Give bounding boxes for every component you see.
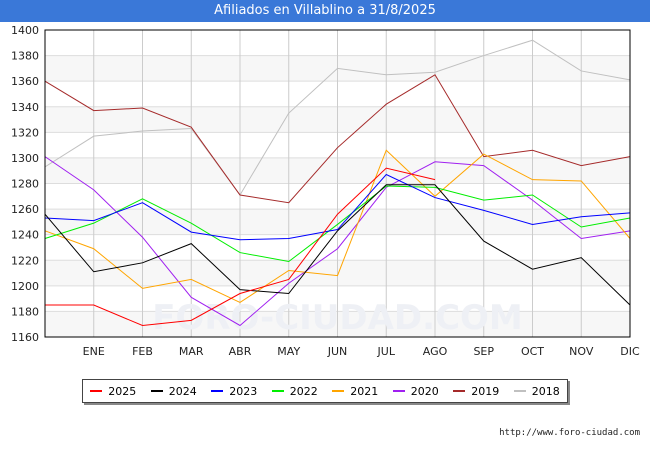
y-tick-label: 1160 <box>11 331 39 344</box>
legend-label: 2025 <box>108 384 137 398</box>
x-tick-label: OCT <box>521 345 544 358</box>
x-tick-label: JUN <box>327 345 348 358</box>
y-tick-label: 1260 <box>11 203 39 216</box>
legend-swatch <box>332 390 345 392</box>
y-tick-label: 1200 <box>11 280 39 293</box>
legend-item-2021: 2021 <box>332 385 378 398</box>
series-line-2025 <box>45 167 436 326</box>
y-tick-label: 1360 <box>11 75 39 88</box>
legend-item-2018: 2018 <box>513 384 560 398</box>
y-tick-label: 1400 <box>11 24 39 37</box>
legend-label: 2020 <box>410 384 439 398</box>
x-tick-label: JUL <box>377 345 396 358</box>
series-line-2024 <box>44 184 631 306</box>
legend-label: 2019 <box>471 384 500 398</box>
y-tick-label: 1380 <box>11 50 39 63</box>
y-tick-label: 1280 <box>11 178 39 191</box>
y-tick-label: 1340 <box>11 101 39 114</box>
y-tick-label: 1320 <box>11 126 39 139</box>
chart-title: Afiliados en Villablino a 31/8/2025 <box>0 0 650 22</box>
legend-label: 2022 <box>289 384 318 398</box>
series-line-2022 <box>44 185 631 263</box>
y-tick-label: 1180 <box>11 305 39 318</box>
legend-swatch <box>211 390 224 392</box>
x-tick-label: MAR <box>179 345 204 358</box>
legend-item-2025: 2025 <box>90 385 136 398</box>
plot-border <box>44 29 631 338</box>
legend-label: 2024 <box>168 384 197 398</box>
series-line-2023 <box>44 173 631 241</box>
legend-item-2020: 2020 <box>392 384 439 398</box>
legend-item-2019: 2019 <box>453 385 499 398</box>
legend-swatch <box>392 390 405 392</box>
series-line-2021 <box>44 149 631 304</box>
x-tick-label: ENE <box>83 345 105 358</box>
legend-label: 2021 <box>350 384 379 398</box>
x-tick-label: ABR <box>229 345 252 358</box>
watermark: FORO-CIUDAD.COM <box>152 298 523 338</box>
series-line-2018 <box>44 39 631 196</box>
legend-label: 2018 <box>531 384 560 398</box>
legend: 2025 2024 2023 2022 2021 2020 2019 2018 <box>82 379 568 403</box>
source-url[interactable]: http://www.foro-ciudad.com <box>499 428 640 438</box>
legend-item-2022: 2022 <box>271 384 318 398</box>
legend-item-2023: 2023 <box>211 385 257 398</box>
x-tick-label: NOV <box>569 345 594 358</box>
x-tick-label: AGO <box>423 345 448 358</box>
x-tick-label: FEB <box>132 345 153 358</box>
legend-swatch <box>90 390 103 392</box>
legend-swatch <box>271 390 284 392</box>
x-tick-label: MAY <box>277 345 300 358</box>
legend-swatch <box>453 390 466 392</box>
legend-item-2024: 2024 <box>150 384 197 398</box>
legend-label: 2023 <box>229 384 258 398</box>
y-tick-label: 1240 <box>11 229 39 242</box>
series-line-2020 <box>44 156 631 327</box>
y-tick-label: 1300 <box>11 152 39 165</box>
legend-swatch <box>150 390 163 392</box>
legend-swatch <box>513 390 526 392</box>
y-tick-label: 1220 <box>11 254 39 267</box>
x-tick-label: SEP <box>473 345 494 358</box>
x-tick-label: DIC <box>620 345 640 358</box>
series-line-2019 <box>44 74 631 204</box>
